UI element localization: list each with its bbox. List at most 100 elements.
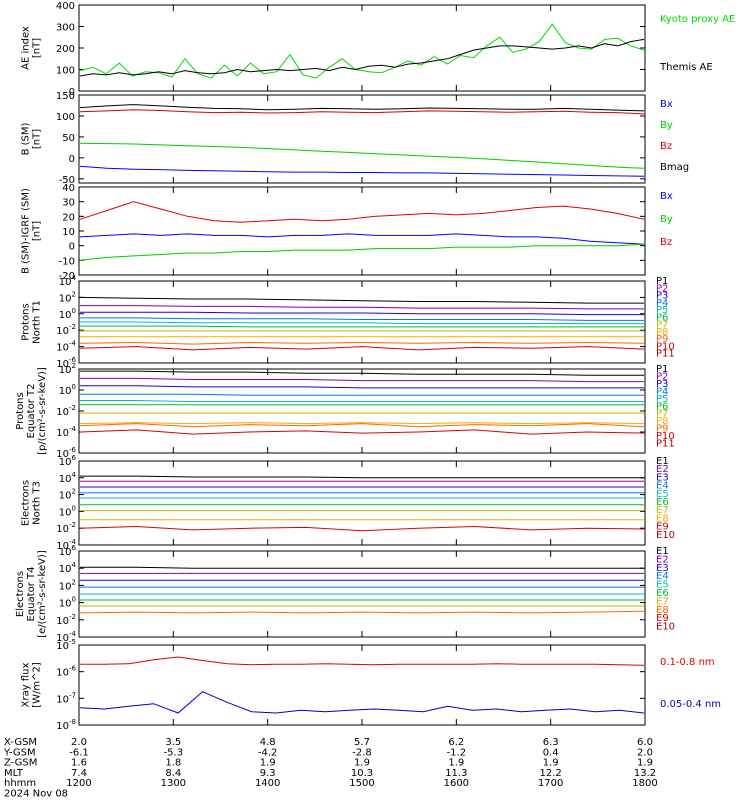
y-tick-exp: -6 [69, 665, 77, 673]
y-tick-exp: 2 [72, 290, 76, 298]
x-tick-value: 9.3 [260, 768, 276, 779]
y-tick-base: 10 [59, 310, 72, 321]
legend-E2: E2 [656, 464, 669, 475]
series-line-P4 [80, 317, 644, 321]
y-tick-label: 100 [59, 504, 76, 518]
x-tick-value: 1300 [161, 778, 186, 789]
y-tick-base: 10 [59, 277, 72, 288]
legend-P8: P8 [656, 327, 668, 338]
y-axis-label: Equator T2 [26, 384, 37, 439]
x-tick-value: 1500 [349, 778, 374, 789]
y-tick-label: 10-2 [56, 521, 76, 535]
panel-frame [78, 186, 646, 276]
legend-P1: P1 [656, 276, 668, 287]
x-tick-value: 1.9 [260, 758, 276, 769]
series-line-E9 [79, 525, 645, 532]
series-line-E8 [79, 610, 645, 614]
series-line-P2 [80, 377, 644, 383]
panel-2: -50 0 50 100 150 B (SM) [nT] Bx By Bz Bmag [21, 91, 690, 186]
y-tick-label: 10-8 [56, 718, 76, 732]
x-tick-value: 5.7 [354, 737, 370, 748]
x-tick-value: 12.2 [540, 768, 562, 779]
series-line-P6 [80, 325, 644, 328]
y-tick-exp: -2 [69, 613, 76, 621]
x-tick-value: -6.1 [69, 747, 89, 758]
y-tick-label: 104 [59, 561, 77, 575]
legend-E5: E5 [656, 489, 669, 500]
x-tick-value: 2.0 [637, 747, 653, 758]
x-tick-value: -2.8 [352, 747, 372, 758]
y-axis-label: B (SM)-IGRF (SM) [21, 188, 32, 274]
y-tick-label: 10-2 [56, 404, 76, 418]
series-line-P10 [79, 346, 645, 351]
y-tick-base: 10 [56, 668, 69, 679]
y-tick-exp: 0 [72, 504, 76, 512]
x-row-label: hhmm [4, 778, 36, 789]
legend-E2: E2 [656, 554, 669, 565]
legend-E9: E9 [656, 613, 669, 624]
y-tick-label: 10-6 [56, 446, 76, 460]
y-tick-label: 200 [56, 44, 75, 55]
series-line-Themis AE [79, 38, 645, 77]
y-tick-exp: 4 [72, 274, 77, 282]
y-tick-exp: 0 [72, 383, 76, 391]
legend-P6: P6 [656, 401, 668, 412]
y-tick-label: 104 [59, 274, 77, 288]
y-tick-base: 10 [56, 721, 69, 732]
x-tick-value: 2.0 [71, 737, 87, 748]
series-line-P1 [80, 370, 644, 376]
y-tick-exp: 6 [72, 544, 77, 552]
y-tick-label: 30 [62, 198, 75, 209]
series-line-P1 [79, 296, 644, 304]
series-line-By [79, 142, 645, 169]
legend-E4: E4 [656, 481, 669, 492]
series-line-Bx [79, 165, 645, 177]
series-line-P2 [80, 305, 644, 310]
legend-E7: E7 [656, 596, 669, 607]
y-tick-label: -10 [59, 256, 75, 267]
x-tick-value: 1600 [444, 778, 469, 789]
x-tick-value: 0.4 [543, 747, 559, 758]
y-tick-exp: 2 [72, 362, 76, 370]
series-line-P9 [79, 341, 645, 345]
x-tick-value: 1.6 [71, 758, 87, 769]
y-tick-label: 100 [59, 383, 76, 397]
y-axis-label: North T1 [32, 300, 43, 344]
legend-P5: P5 [656, 305, 668, 316]
y-tick-base: 10 [59, 491, 72, 502]
panel-frame [78, 460, 646, 546]
y-tick-label: 102 [59, 290, 76, 304]
y-tick-exp: -6 [69, 356, 77, 364]
y-tick-base: 10 [59, 564, 72, 575]
y-tick-label: 10-5 [56, 638, 76, 652]
y-tick-base: 10 [56, 449, 69, 460]
y-axis-label: Equator T4 [26, 567, 37, 622]
series-line-P5 [80, 321, 644, 325]
legend-E1: E1 [656, 456, 669, 467]
y-tick-base: 10 [56, 633, 69, 644]
y-tick-base: 10 [56, 428, 69, 439]
y-tick-base: 10 [56, 541, 69, 552]
legend-0.05-0.4 nm: 0.05-0.4 nm [660, 699, 721, 710]
y-tick-label: 10-6 [56, 356, 76, 370]
y-axis-label: [p/(cm²-s-sr-keV)] [37, 367, 48, 455]
y-tick-exp: -8 [69, 718, 76, 726]
y-tick-base: 10 [59, 293, 72, 304]
y-axis-label: B (SM) [21, 122, 32, 155]
legend-P9: P9 [656, 424, 668, 435]
y-tick-base: 10 [59, 365, 72, 376]
legend-P7: P7 [656, 320, 668, 331]
y-axis-label: North T3 [32, 481, 43, 525]
y-tick-label: 0 [69, 242, 75, 253]
y-axis-label: [W/m^2] [32, 662, 43, 708]
x-tick-value: 13.2 [634, 768, 656, 779]
x-tick-value: -1.2 [447, 747, 467, 758]
series-line-Bx [79, 233, 645, 245]
x-row-label: X-GSM [4, 737, 37, 748]
legend-E3: E3 [656, 472, 669, 483]
series-line-Bz [79, 201, 645, 223]
